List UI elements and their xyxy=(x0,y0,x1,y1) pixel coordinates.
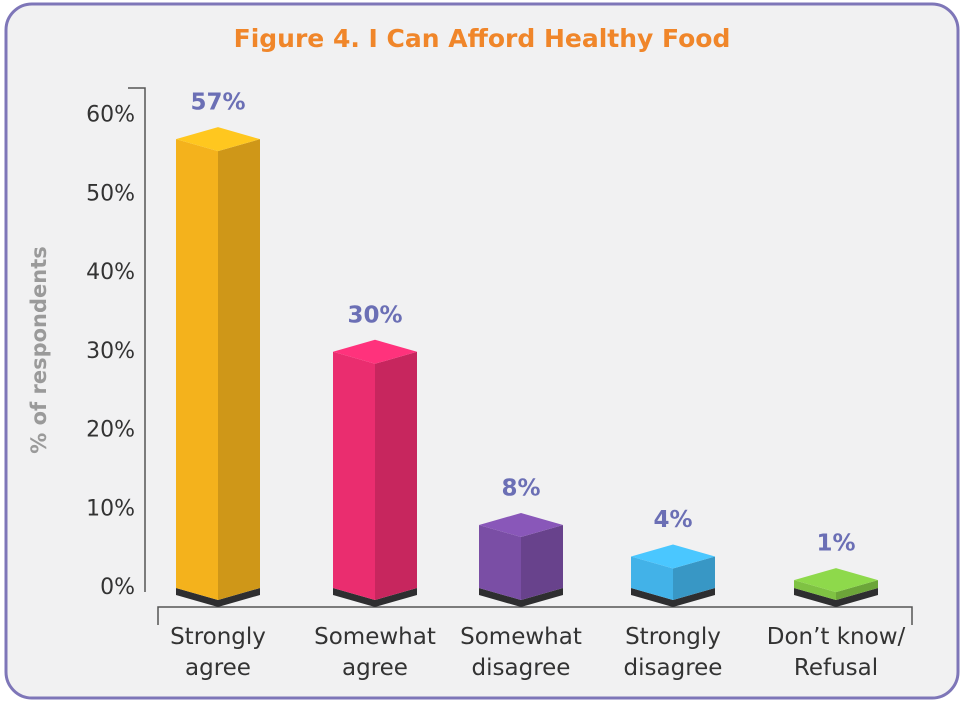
bar-left-face xyxy=(176,139,218,601)
bar-right-face xyxy=(673,556,715,600)
y-axis-label: % of respondents xyxy=(27,246,51,454)
bar xyxy=(176,127,260,601)
y-tick-label: 20% xyxy=(86,418,135,443)
y-tick-label: 60% xyxy=(86,103,135,128)
x-axis xyxy=(157,606,913,625)
y-axis xyxy=(128,87,146,592)
bar-top-face xyxy=(631,544,715,569)
bar-shadow xyxy=(479,588,563,607)
x-tick-label: Somewhat disagree xyxy=(460,624,582,681)
bar-left-face xyxy=(794,580,836,600)
x-tick-label: Strongly agree xyxy=(170,624,266,681)
bar-top-face xyxy=(176,127,260,152)
bar-left-face xyxy=(479,525,521,600)
bar xyxy=(479,513,563,600)
y-tick-label: 30% xyxy=(86,339,135,364)
y-tick-label: 0% xyxy=(100,575,135,600)
x-tick-label: Don’t know/ Refusal xyxy=(766,624,906,681)
bar-right-face xyxy=(218,139,260,601)
bar xyxy=(631,544,715,600)
bar-top-face xyxy=(333,339,417,364)
y-tick-label: 50% xyxy=(86,181,135,206)
bar-shadow xyxy=(631,588,715,607)
bar-right-face xyxy=(836,580,878,600)
bar-left-face xyxy=(631,556,673,600)
y-tick-label: 10% xyxy=(86,496,135,521)
value-label: 1% xyxy=(816,531,855,557)
value-label: 4% xyxy=(653,507,692,533)
bar-shadow xyxy=(333,588,417,607)
bar-shadow xyxy=(176,588,260,607)
x-tick-label: Somewhat agree xyxy=(314,624,436,681)
bar-right-face xyxy=(375,351,417,600)
value-label: 8% xyxy=(501,476,540,502)
bar-left-face xyxy=(333,351,375,600)
bar-shadow xyxy=(794,588,878,607)
chart-title: Figure 4. I Can Afford Healthy Food xyxy=(234,24,731,53)
bar-right-face xyxy=(521,525,563,600)
bar-top-face xyxy=(794,568,878,593)
value-label: 57% xyxy=(190,90,245,116)
y-tick-label: 40% xyxy=(86,260,135,285)
x-tick-label: Strongly disagree xyxy=(623,624,723,681)
bar xyxy=(333,339,417,600)
bar xyxy=(794,568,878,600)
bar-top-face xyxy=(479,513,563,538)
value-label: 30% xyxy=(347,302,402,328)
